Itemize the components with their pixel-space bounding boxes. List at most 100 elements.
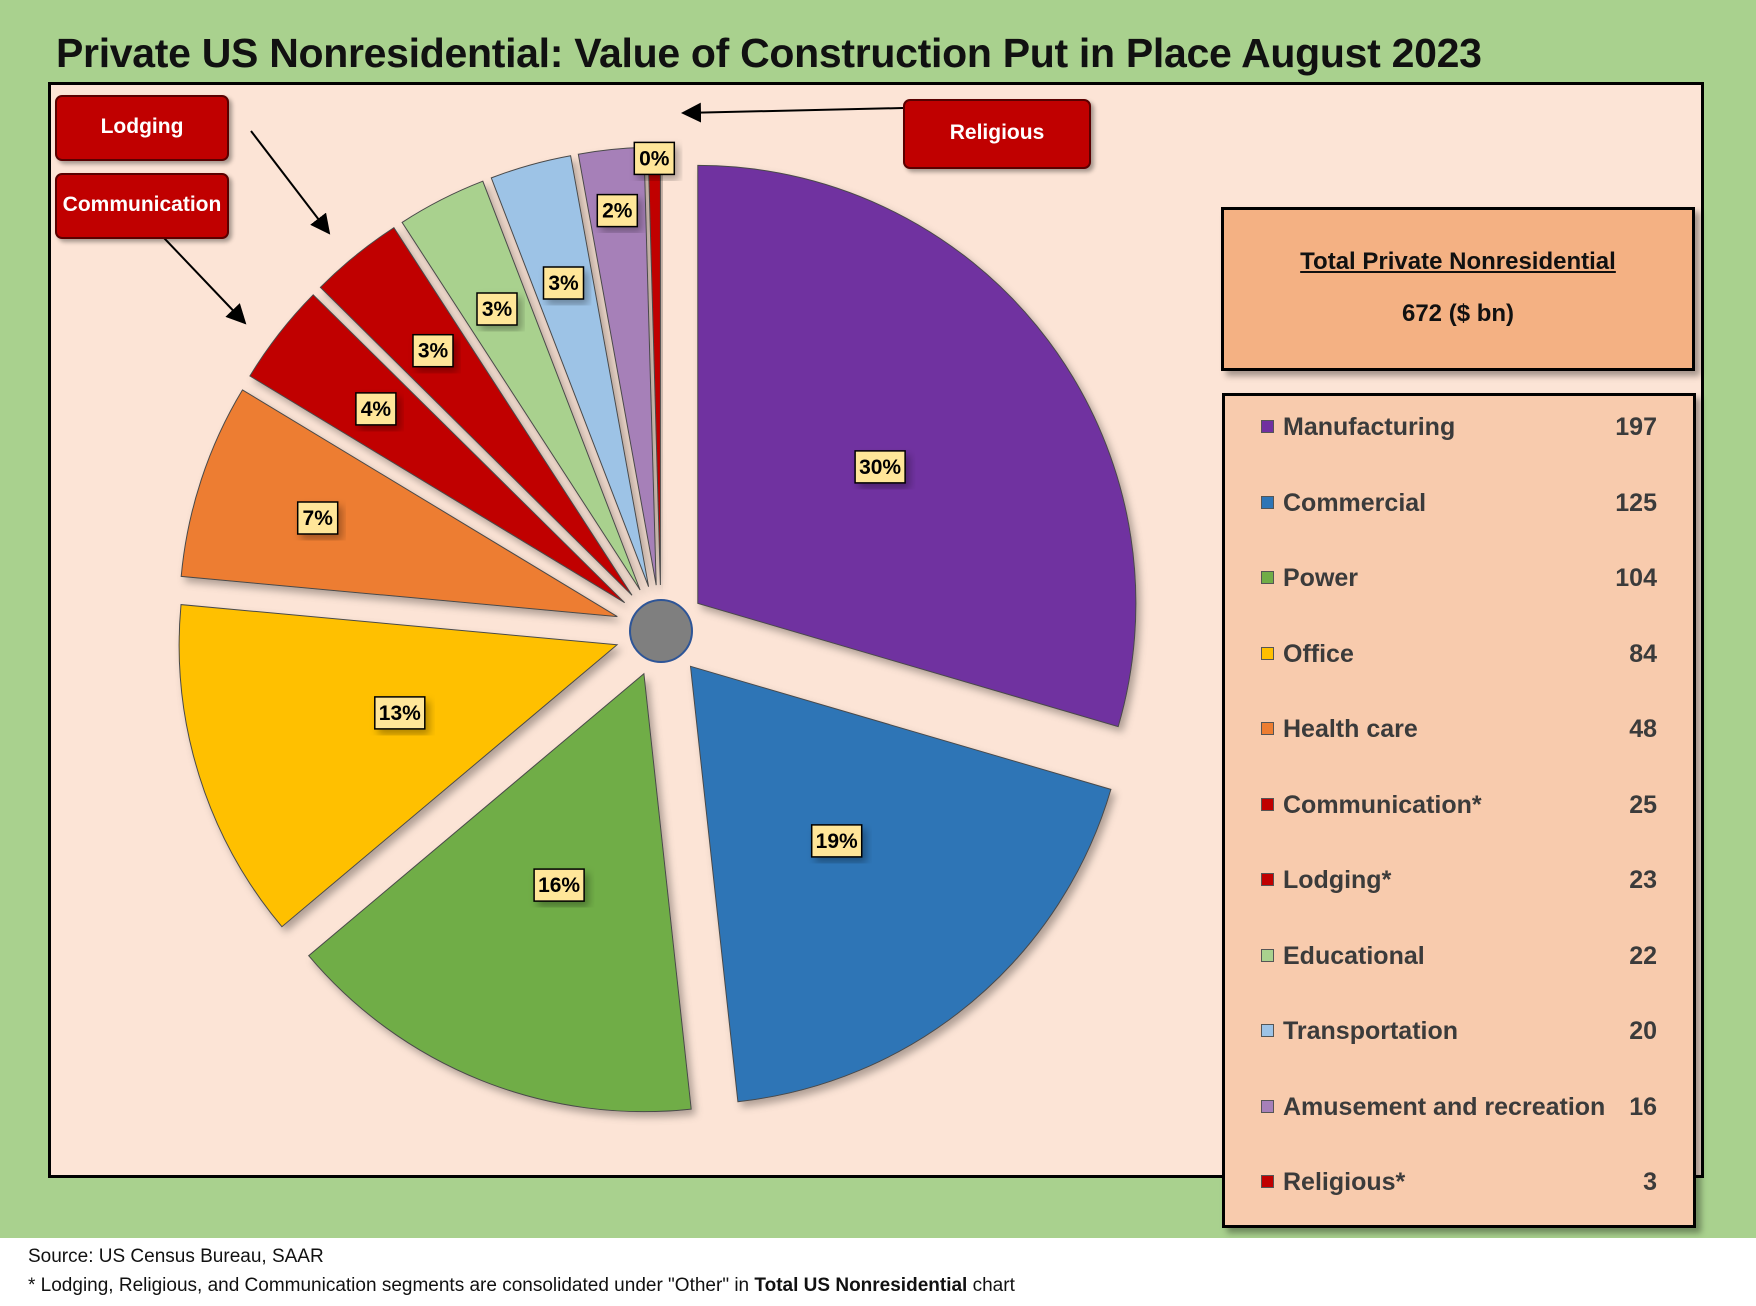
pie-center-dot <box>629 599 693 663</box>
pie-slice-educational <box>401 180 641 591</box>
pie-slice-health-care <box>180 389 618 618</box>
legend-label: Manufacturing <box>1283 413 1456 441</box>
data-label-box <box>374 696 426 730</box>
total-label: Total Private Nonresidential <box>1300 248 1616 275</box>
data-label-amusement-and-recreation: 2% <box>596 193 639 228</box>
total-box: Total Private Nonresidential 672 ($ bn) <box>1221 207 1695 371</box>
pie-slice-transportation <box>490 155 650 587</box>
data-label-text: 19% <box>816 830 858 853</box>
pie-slice-manufacturing <box>697 164 1137 728</box>
legend-item-lodging: Lodging* 23 <box>1225 861 1693 901</box>
data-label-box <box>296 501 339 535</box>
data-label-health-care: 7% <box>296 501 339 535</box>
data-label-box <box>412 333 454 368</box>
legend-label: Amusement and recreation <box>1283 1092 1606 1121</box>
legend-value: 48 <box>1629 715 1657 743</box>
religious-arrow <box>681 102 904 123</box>
lodging-callout-label: Lodging <box>100 115 184 138</box>
legend-swatch <box>1261 1099 1274 1113</box>
data-label-religious: 0% <box>633 141 676 176</box>
legend-item-health-care: Health care 48 <box>1225 710 1693 750</box>
legend-item-amusement-and-recreation: Amusement and recreation 16 <box>1225 1088 1693 1128</box>
legend-swatch <box>1261 646 1274 660</box>
data-label-text: 30% <box>859 456 901 479</box>
data-label-lodging: 3% <box>412 333 454 368</box>
pie-slice-power <box>307 672 692 1113</box>
footnote: * Lodging, Religious, and Communication … <box>28 1275 1015 1297</box>
data-label-text: 0% <box>639 147 670 170</box>
communication-callout-label: Communication <box>62 193 222 216</box>
legend-label: Educational <box>1283 941 1425 970</box>
pie-slice-office <box>178 604 619 928</box>
data-label-power: 16% <box>533 868 585 902</box>
data-label-text: 4% <box>361 398 392 421</box>
data-label-office: 13% <box>374 696 426 730</box>
footnote-suffix: chart <box>967 1275 1015 1296</box>
chart-title: Private US Nonresidential: Value of Cons… <box>56 30 1482 76</box>
data-label-manufacturing: 30% <box>854 450 906 484</box>
legend-label: Commercial <box>1283 488 1427 517</box>
pie-slice-commercial <box>689 665 1112 1103</box>
data-label-text: 13% <box>379 702 421 725</box>
legend-label: Communication* <box>1283 790 1482 819</box>
legend-label: Power <box>1283 564 1359 592</box>
data-label-text: 3% <box>548 272 579 295</box>
legend-swatch <box>1261 873 1274 886</box>
legend-value: 23 <box>1629 866 1657 894</box>
data-label-box <box>476 292 518 326</box>
data-label-box <box>355 392 397 426</box>
legend-swatch <box>1261 948 1274 962</box>
communication-callout: Communication <box>55 173 229 239</box>
legend-label: Office <box>1283 639 1354 668</box>
footer: Source: US Census Bureau, SAAR * Lodging… <box>0 1238 1756 1306</box>
legend-value: 22 <box>1629 941 1657 970</box>
legend: Manufacturing 197 Commercial 125 Power 104 Off… <box>1222 393 1696 1228</box>
legend-item-power: Power 104 <box>1225 559 1693 599</box>
footnote-prefix: * Lodging, Religious, and Communication … <box>28 1275 755 1296</box>
religious-callout: Religious <box>903 99 1091 169</box>
lodging-callout: Lodging <box>55 95 229 161</box>
legend-swatch <box>1261 495 1274 509</box>
data-label-box <box>533 868 585 902</box>
legend-value: 20 <box>1629 1017 1657 1045</box>
legend-swatch <box>1261 1175 1274 1188</box>
data-label-box <box>633 141 676 176</box>
lodging-arrow <box>250 130 331 235</box>
data-label-text: 3% <box>418 340 449 363</box>
legend-value: 197 <box>1615 413 1657 441</box>
legend-item-office: Office 84 <box>1225 635 1693 675</box>
data-label-commercial: 19% <box>810 824 863 858</box>
legend-item-manufacturing: Manufacturing 197 <box>1225 408 1693 448</box>
religious-callout-label: Religious <box>949 121 1045 144</box>
legend-value: 3 <box>1643 1168 1657 1196</box>
legend-label: Health care <box>1283 715 1418 743</box>
legend-value: 25 <box>1629 790 1657 819</box>
legend-swatch <box>1261 722 1274 735</box>
data-label-text: 16% <box>538 874 580 897</box>
data-label-text: 3% <box>482 298 513 321</box>
legend-swatch <box>1261 420 1274 433</box>
pie-slices <box>178 146 1137 1113</box>
source-note: Source: US Census Bureau, SAAR <box>28 1246 324 1267</box>
legend-label: Religious* <box>1283 1168 1406 1196</box>
legend-item-commercial: Commercial 125 <box>1225 484 1693 524</box>
legend-label: Transportation <box>1283 1017 1459 1045</box>
pie-data-labels: 30% 19% 16% 13% 7% 4% 3% 3% 3% 2% 0% <box>296 141 906 902</box>
total-value: 672 ($ bn) <box>1401 300 1515 327</box>
legend-item-transportation: Transportation 20 <box>1225 1012 1693 1052</box>
legend-value: 104 <box>1615 564 1657 592</box>
legend-swatch <box>1261 1024 1274 1037</box>
data-label-communication: 4% <box>355 392 397 426</box>
data-label-educational: 3% <box>476 292 518 326</box>
legend-item-communication: Communication* 25 <box>1225 786 1693 826</box>
pie-chart: 30% 19% 16% 13% 7% 4% 3% 3% 3% 2% 0% <box>144 102 1137 1113</box>
data-label-text: 2% <box>602 200 633 223</box>
data-label-box <box>542 266 585 300</box>
data-label-box <box>596 193 639 228</box>
data-label-box <box>810 824 863 858</box>
footnote-bold: Total US Nonresidential <box>754 1275 968 1296</box>
legend-swatch <box>1261 797 1274 811</box>
legend-label: Lodging* <box>1283 866 1392 894</box>
pie-slice-lodging <box>319 227 633 596</box>
data-label-text: 7% <box>303 507 334 530</box>
